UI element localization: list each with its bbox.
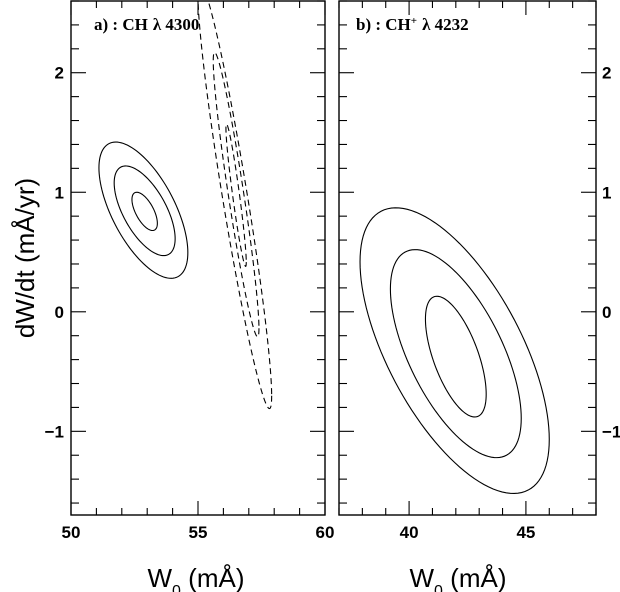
solid-contour-1	[424, 295, 487, 418]
y-tick-label: 2	[602, 64, 611, 83]
solid-contour-2	[113, 165, 176, 257]
panel-b: 40 45 −1 0 1 2 b) : CH+ λ 4232	[338, 0, 620, 542]
panel-a-title: a) : CH λ 4300	[94, 15, 199, 34]
dashed-contour-2	[212, 51, 260, 338]
y-axis-title: dW/dt (mÅ/yr)	[10, 178, 40, 338]
panel-a-y-tick-labels: −1 0 1 2	[45, 64, 64, 442]
panel-a-frame	[70, 0, 326, 516]
y-tick-label: −1	[45, 422, 64, 441]
panel-b-x-tick-labels: 40 45	[400, 523, 536, 542]
panel-a-contour-group	[98, 1, 273, 410]
x-tick-label: 45	[516, 523, 535, 542]
panel-a-x-axis-title: W0 (mÅ)	[148, 563, 245, 592]
panel-b-contour-group	[359, 207, 550, 495]
panel-a-x-tick-labels: 50 55 60	[62, 523, 335, 542]
dashed-contour-1	[225, 123, 247, 267]
y-tick-label: 2	[55, 64, 64, 83]
y-tick-label: −1	[602, 422, 620, 441]
x-tick-label: 55	[189, 523, 208, 542]
panel-b-title: b) : CH+ λ 4232	[356, 15, 469, 34]
dashed-contour-3	[197, 1, 273, 410]
panel-b-x-axis-title: W0 (mÅ)	[410, 563, 507, 592]
x-tick-label: 60	[316, 523, 335, 542]
panel-a-ticks	[70, 0, 326, 515]
solid-contour-2	[389, 249, 522, 459]
x-tick-label: 50	[62, 523, 81, 542]
y-tick-label: 0	[55, 303, 64, 322]
solid-contour-1	[131, 191, 158, 232]
panel-b-contours	[359, 207, 550, 495]
panel-b-y-tick-labels: −1 0 1 2	[602, 64, 620, 442]
panel-b-ticks	[338, 0, 597, 515]
solid-contour-3	[98, 141, 189, 279]
y-tick-label: 1	[55, 183, 64, 202]
panel-b-frame	[338, 0, 597, 516]
panel-a: 50 55 60 −1 0 1 2 a) : CH λ 4300	[45, 0, 335, 542]
y-tick-label: 0	[602, 303, 611, 322]
x-tick-label: 40	[400, 523, 419, 542]
y-tick-label: 1	[602, 183, 611, 202]
solid-contour-3	[359, 207, 550, 495]
panel-a-contours	[98, 1, 273, 410]
